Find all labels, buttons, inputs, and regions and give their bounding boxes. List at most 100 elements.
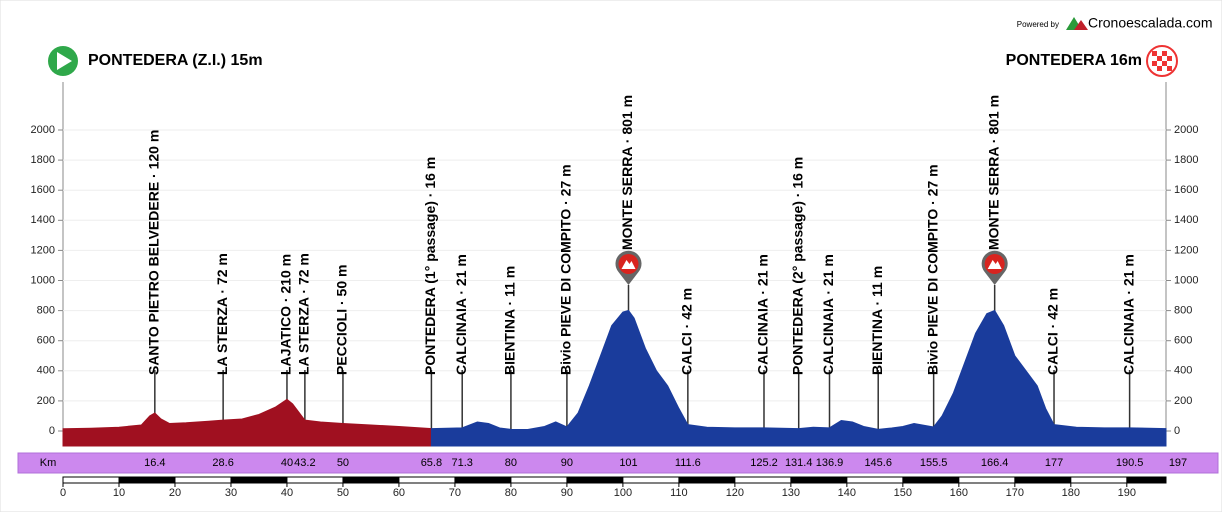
y-tick-label-right: 600: [1174, 335, 1192, 347]
scale-segment: [1126, 477, 1166, 483]
waypoint-label: CALCINAIA · 21 m: [453, 254, 469, 375]
y-tick-label-right: 1800: [1174, 154, 1198, 166]
powered-by: Powered by: [1017, 20, 1059, 29]
km-value: 50: [337, 457, 349, 469]
x-tick-label: 120: [726, 487, 744, 499]
km-value: 125.2: [750, 457, 778, 469]
km-value: 101: [619, 457, 637, 469]
y-tick-label-right: 2000: [1174, 124, 1198, 136]
x-tick-label: 100: [614, 487, 632, 499]
y-tick-label-right: 400: [1174, 365, 1192, 377]
finish-icon: [1146, 45, 1178, 77]
scale-segment: [342, 477, 399, 483]
x-tick-label: 80: [505, 487, 517, 499]
scale-segment: [230, 477, 287, 483]
x-tick-label: 90: [561, 487, 573, 499]
x-tick-label: 60: [393, 487, 405, 499]
waypoint-label: CALCINAIA · 21 m: [755, 254, 771, 375]
waypoint-label: BIENTINA · 11 m: [502, 266, 518, 375]
waypoint-label: PONTEDERA (2° passage) · 16 m: [789, 157, 805, 375]
x-tick-label: 30: [225, 487, 237, 499]
y-tick-label: 0: [49, 425, 55, 437]
scale-segment: [118, 477, 175, 483]
y-tick-label: 400: [37, 365, 55, 377]
x-tick-label: 40: [281, 487, 293, 499]
finish-icon-check: [1152, 51, 1172, 71]
km-value: 71.3: [451, 457, 472, 469]
y-tick-label: 1800: [31, 154, 55, 166]
scale-segment: [790, 477, 847, 483]
y-tick-label: 1400: [31, 214, 55, 226]
x-tick-label: 50: [337, 487, 349, 499]
start-label: PONTEDERA (Z.I.) 15m: [88, 52, 263, 69]
waypoint-label: MONTE SERRA · 801 m: [985, 95, 1001, 250]
km-value: 90: [561, 457, 573, 469]
y-tick-label-right: 200: [1174, 395, 1192, 407]
km-value: 80: [505, 457, 517, 469]
x-tick-label: 70: [449, 487, 461, 499]
x-tick-label: 190: [1118, 487, 1136, 499]
y-tick-label-right: 1200: [1174, 244, 1198, 256]
km-value: 111.6: [675, 457, 701, 469]
km-band: [17, 452, 1219, 474]
scale-segment: [454, 477, 511, 483]
waypoint-label: LA STERZA · 72 m: [296, 253, 312, 375]
km-value: 177: [1045, 457, 1063, 469]
x-tick-label: 140: [838, 487, 856, 499]
x-tick-label: 170: [1006, 487, 1024, 499]
km-value: 28.6: [212, 457, 233, 469]
y-tick-label: 600: [37, 335, 55, 347]
x-tick-label: 160: [950, 487, 968, 499]
km-value: 145.6: [864, 457, 892, 469]
start-icon: [57, 52, 72, 70]
y-tick-label: 2000: [31, 124, 55, 136]
y-tick-label: 800: [37, 305, 55, 317]
waypoint-label: CALCINAIA · 21 m: [1120, 254, 1136, 375]
km-finish: 197: [1169, 457, 1187, 469]
waypoint-label: CALCI · 42 m: [1045, 288, 1061, 375]
km-value: 155.5: [920, 457, 948, 469]
scale-segment: [678, 477, 735, 483]
finish-icon-ring: [1146, 45, 1178, 77]
y-tick-label-right: 1600: [1174, 184, 1198, 196]
y-tick-label-right: 1000: [1174, 274, 1198, 286]
km-value: 16.4: [144, 457, 165, 469]
summit-icon: [621, 260, 636, 269]
brand-logo: [1074, 20, 1088, 30]
x-tick-label: 150: [894, 487, 912, 499]
y-tick-label-right: 1400: [1174, 214, 1198, 226]
km-value: 136.9: [816, 457, 844, 469]
y-tick-label: 200: [37, 395, 55, 407]
waypoint-label: BIENTINA · 11 m: [869, 266, 885, 375]
x-tick-label: 10: [113, 487, 125, 499]
waypoint-label: Bivio PIEVE DI COMPITO · 27 m: [924, 164, 940, 375]
km-value: 166.4: [981, 457, 1009, 469]
waypoint-label: CALCINAIA · 21 m: [820, 254, 836, 375]
km-value: 190.5: [1116, 457, 1144, 469]
km-value: 40: [281, 457, 293, 469]
finish-label: PONTEDERA 16m: [1006, 52, 1142, 69]
brand: Cronoescalada.com: [1088, 15, 1213, 31]
y-tick-label: 1000: [31, 274, 55, 286]
waypoint-label: Bivio PIEVE DI COMPITO · 27 m: [558, 164, 574, 375]
waypoint-label: PONTEDERA (1° passage) · 16 m: [422, 157, 438, 375]
x-tick-label: 0: [60, 487, 66, 499]
x-tick-label: 20: [169, 487, 181, 499]
waypoint-label: MONTE SERRA · 801 m: [619, 95, 635, 250]
waypoint-label: LAJATICO · 210 m: [278, 254, 294, 375]
waypoint-label: LA STERZA · 72 m: [214, 253, 230, 375]
y-tick-label: 1200: [31, 244, 55, 256]
y-tick-label-right: 800: [1174, 305, 1192, 317]
km-value: 65.8: [421, 457, 442, 469]
profile-area: [62, 398, 432, 447]
x-tick-label: 130: [782, 487, 800, 499]
waypoint-label: SANTO PIETRO BELVEDERE · 120 m: [146, 130, 162, 375]
waypoint-label: CALCI · 42 m: [679, 288, 695, 375]
km-value: 131.4: [785, 457, 813, 469]
waypoint-label: PECCIOLI · 50 m: [334, 265, 350, 375]
km-value: 43.2: [294, 457, 315, 469]
x-tick-label: 110: [670, 487, 688, 499]
summit-icon: [987, 260, 1002, 269]
scale-segment: [566, 477, 623, 483]
